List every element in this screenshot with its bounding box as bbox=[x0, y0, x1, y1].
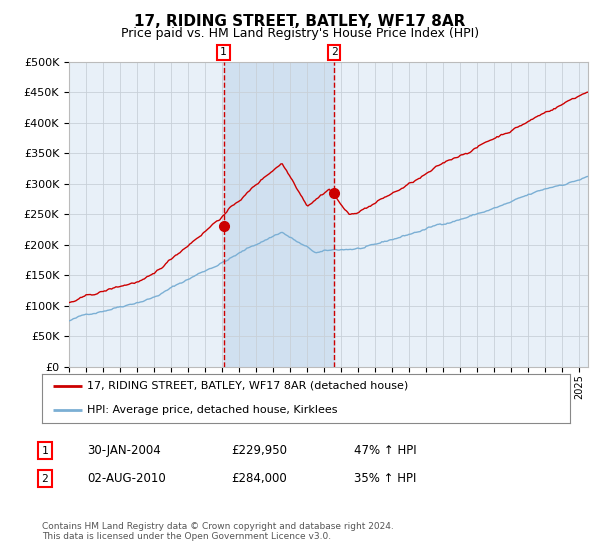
Text: 2: 2 bbox=[331, 48, 337, 58]
Text: 17, RIDING STREET, BATLEY, WF17 8AR (detached house): 17, RIDING STREET, BATLEY, WF17 8AR (det… bbox=[87, 381, 408, 391]
Text: 35% ↑ HPI: 35% ↑ HPI bbox=[354, 472, 416, 486]
Bar bbox=[224, 62, 334, 367]
Text: 30-JAN-2004: 30-JAN-2004 bbox=[87, 444, 161, 458]
Text: 17, RIDING STREET, BATLEY, WF17 8AR: 17, RIDING STREET, BATLEY, WF17 8AR bbox=[134, 14, 466, 29]
Text: 02-AUG-2010: 02-AUG-2010 bbox=[87, 472, 166, 486]
Text: Contains HM Land Registry data © Crown copyright and database right 2024.
This d: Contains HM Land Registry data © Crown c… bbox=[42, 522, 394, 542]
Text: 47% ↑ HPI: 47% ↑ HPI bbox=[354, 444, 416, 458]
Text: 1: 1 bbox=[41, 446, 49, 456]
Text: £229,950: £229,950 bbox=[231, 444, 287, 458]
Text: £284,000: £284,000 bbox=[231, 472, 287, 486]
Text: 2: 2 bbox=[41, 474, 49, 484]
Text: Price paid vs. HM Land Registry's House Price Index (HPI): Price paid vs. HM Land Registry's House … bbox=[121, 27, 479, 40]
Text: HPI: Average price, detached house, Kirklees: HPI: Average price, detached house, Kirk… bbox=[87, 405, 337, 416]
Text: 1: 1 bbox=[220, 48, 227, 58]
